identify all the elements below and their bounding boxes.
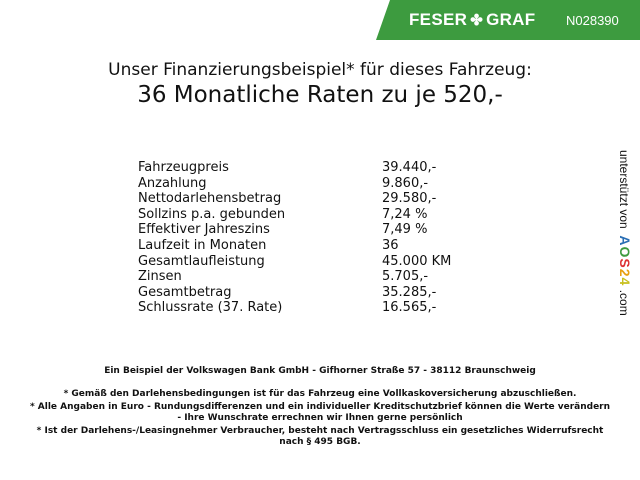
title-line2: 36 Monatliche Raten zu je 520,- [137,82,503,108]
row-label: Schlussrate (37. Rate) [138,300,283,316]
table-row: Zinsen 5.705,- [138,269,451,285]
table-row: Schlussrate (37. Rate) 16.565,- [138,300,451,316]
row-value: 29.580,- [382,191,437,207]
footnote: * Gemäß den Darlehensbedingungen ist für… [63,389,577,399]
table-row: Laufzeit in Monaten 36 [138,238,451,254]
row-label: Gesamtlaufleistung [138,253,265,269]
row-value: 35.285,- [382,284,437,300]
sponsor-prefix: unterstützt von [617,150,631,229]
bank-info: Ein Beispiel der Volkswagen Bank GmbH - … [104,366,536,376]
row-value: 5.705,- [382,269,429,285]
row-label: Laufzeit in Monaten [138,237,267,253]
row-value: 39.440,- [382,160,437,175]
footnote: * Ist der Darlehens-/Leasingnehmer Verbr… [36,426,604,436]
table-row: Fahrzeugpreis 39.440,- [138,160,451,176]
brand-logo: FESER ✤ GRAF [409,10,535,30]
vehicle-code: N028390 [566,13,619,28]
header-banner [376,0,640,40]
aos24-logo: AOS24 [617,235,633,287]
table-row: Nettodarlehensbetrag 29.580,- [138,191,451,207]
row-label: Sollzins p.a. gebunden [138,206,286,222]
clover-icon: ✤ [470,12,484,29]
row-label: Gesamtbetrag [138,284,232,300]
row-label: Nettodarlehensbetrag [138,191,282,207]
footnote: nach § 495 BGB. [279,437,361,447]
row-value: 7,24 % [382,206,428,222]
table-row: Gesamtbetrag 35.285,- [138,285,451,301]
table-row: Effektiver Jahreszins 7,49 % [138,222,451,238]
row-label: Zinsen [138,269,182,285]
row-label: Effektiver Jahreszins [138,222,270,238]
row-value: 16.565,- [382,300,437,316]
row-label: Anzahlung [138,175,207,191]
row-value: 7,49 % [382,222,428,238]
footnote: * Alle Angaben in Euro - Rundungsdiffere… [29,402,611,412]
sponsor-text: unterstützt von AOS24 .com [617,150,633,316]
row-value: 9.860,- [382,175,429,191]
footnote: - Ihre Wunschrate errechnen wir Ihnen ge… [177,413,463,423]
row-label: Fahrzeugpreis [138,160,229,175]
table-row: Anzahlung 9.860,- [138,176,451,192]
row-value: 36 [382,237,399,253]
table-row: Gesamtlaufleistung 45.000 KM [138,254,451,270]
title-line1: Unser Finanzierungsbeispiel* für dieses … [108,60,532,80]
table-row: Sollzins p.a. gebunden 7,24 % [138,207,451,223]
brand-right: GRAF [486,10,536,29]
sponsor-domain: .com [617,289,631,316]
finance-table: Fahrzeugpreis 39.440,- Anzahlung 9.860,- Net… [138,160,451,316]
brand-left: FESER [409,10,468,29]
row-value: 45.000 KM [382,253,452,269]
